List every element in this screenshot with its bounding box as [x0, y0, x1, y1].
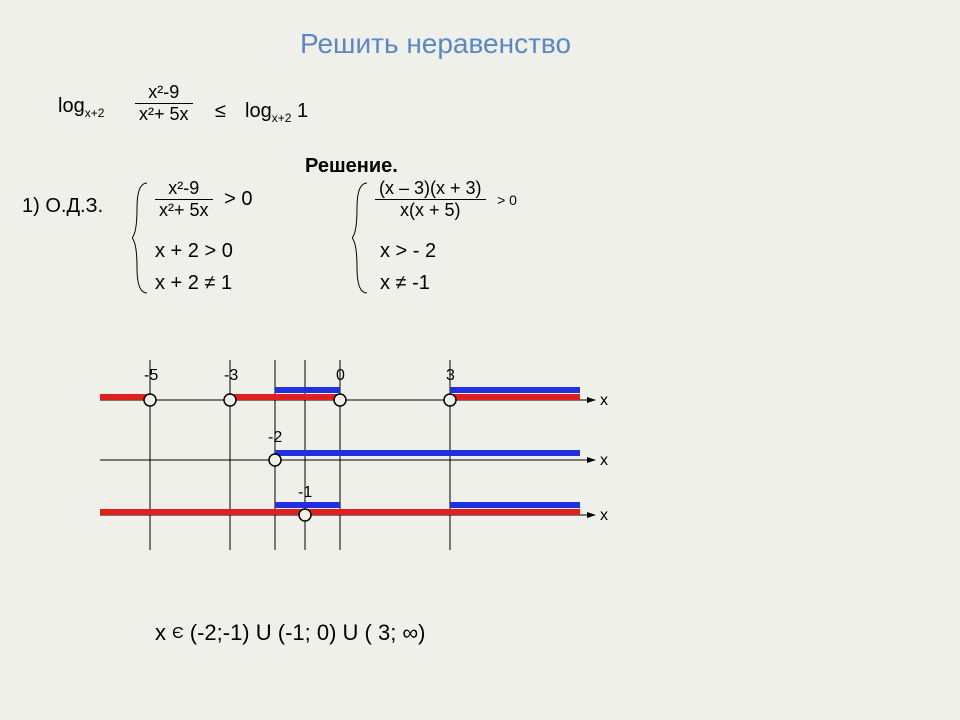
- log-sub: х+2: [85, 106, 105, 120]
- svg-text:-5: -5: [144, 367, 158, 384]
- inequality-lhs: logх+2: [58, 95, 104, 120]
- inequality-frac: х²-9 х²+ 5х: [135, 82, 193, 125]
- number-line-diagram: -5 -3 0 3 х -2 х -1 х: [100, 340, 620, 570]
- brace-right: [352, 178, 372, 298]
- inequality-op: ≤: [215, 100, 226, 123]
- odz-line3b: х ≠ -1: [380, 272, 430, 295]
- inequality-rhs: logх+2 1: [245, 100, 308, 125]
- svg-text:3: 3: [446, 367, 455, 384]
- odz-frac2-den: х(х + 5): [375, 200, 486, 221]
- step1-label: 1) О.Д.З.: [22, 195, 103, 218]
- svg-text:х: х: [600, 392, 608, 409]
- rhs-log: log: [245, 100, 272, 122]
- svg-text:-3: -3: [224, 367, 238, 384]
- solution-label: Решение.: [305, 155, 398, 178]
- odz-frac1-cmp: > 0: [224, 188, 252, 210]
- odz-line2: х + 2 > 0: [155, 240, 233, 263]
- odz-frac2: (х – 3)(х + 3) х(х + 5) > 0: [375, 178, 517, 221]
- answer-line: х Є (-2;-1) U (-1; 0) U ( 3; ∞): [155, 620, 425, 646]
- frac-den: х²+ 5х: [135, 104, 193, 125]
- svg-text:х: х: [600, 452, 608, 469]
- rhs-sub: х+2: [272, 111, 292, 125]
- odz-frac1-num: х²-9: [155, 178, 213, 200]
- odz-frac1: х²-9 х²+ 5х > 0: [155, 178, 252, 221]
- frac-num: х²-9: [135, 82, 193, 104]
- page-title: Решить неравенство: [300, 28, 571, 60]
- odz-frac2-cmp: > 0: [497, 192, 517, 208]
- log-text: log: [58, 95, 85, 117]
- odz-line2b: х > - 2: [380, 240, 436, 263]
- rhs-val: 1: [297, 100, 308, 122]
- answer-in: Є: [172, 625, 184, 642]
- answer-var: х: [155, 620, 166, 645]
- svg-text:х: х: [600, 507, 608, 524]
- svg-text:0: 0: [336, 367, 345, 384]
- brace-left: [132, 178, 152, 298]
- answer-set: (-2;-1) U (-1; 0) U ( 3; ∞): [190, 620, 426, 645]
- odz-frac2-num: (х – 3)(х + 3): [375, 178, 486, 200]
- svg-text:-1: -1: [298, 484, 312, 501]
- svg-text:-2: -2: [268, 429, 282, 446]
- odz-frac1-den: х²+ 5х: [155, 200, 213, 221]
- odz-line3: х + 2 ≠ 1: [155, 272, 232, 295]
